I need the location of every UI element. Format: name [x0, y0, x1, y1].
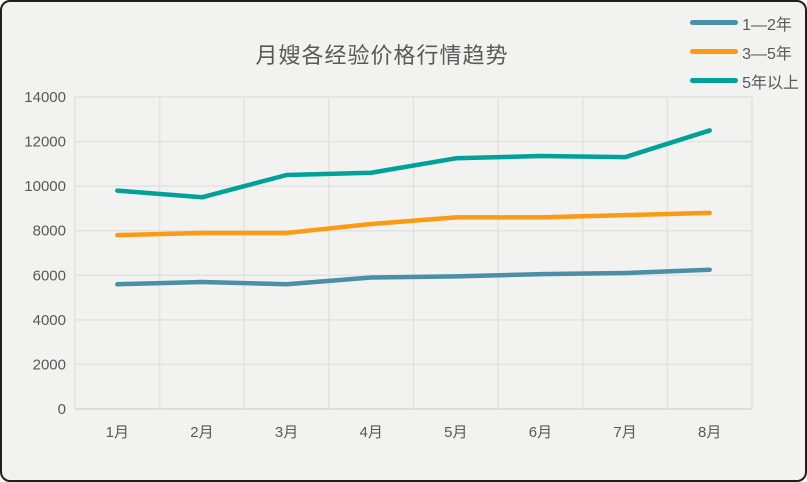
y-axis-tick-label: 2000	[33, 356, 66, 373]
series-line-3—5年	[115, 210, 712, 238]
x-axis-tick-label: 3月	[275, 424, 298, 441]
x-axis-tick-label: 8月	[698, 424, 721, 441]
y-axis-tick-label: 8000	[33, 223, 66, 240]
legend-line-swatch	[690, 49, 739, 54]
x-axis-tick-label: 2月	[190, 424, 213, 441]
series-line-1—2年	[115, 267, 712, 287]
x-axis-tick-label: 7月	[613, 424, 636, 441]
y-axis-tick-label: 12000	[24, 134, 66, 151]
legend-item: 1—2年	[690, 12, 799, 34]
x-axis-tick-label: 5月	[444, 424, 467, 441]
legend-line-swatch	[690, 20, 739, 25]
legend-item: 5年以上	[690, 70, 799, 92]
x-axis-tick-label: 6月	[529, 424, 552, 441]
y-axis-tick-label: 4000	[33, 312, 66, 329]
y-axis-tick-label: 10000	[24, 178, 66, 195]
legend-label: 5年以上	[742, 74, 799, 92]
legend-item: 3—5年	[690, 41, 799, 63]
x-axis-tick-label: 4月	[360, 424, 383, 441]
series-line-5年以上	[115, 128, 712, 200]
x-axis-tick-label: 1月	[106, 424, 129, 441]
chart-title: 月嫂各经验价格行情趋势	[255, 43, 509, 68]
legend-label: 1—2年	[742, 16, 792, 34]
legend-line-swatch	[690, 78, 739, 83]
y-axis-tick-label: 0	[58, 401, 66, 418]
legend-label: 3—5年	[742, 45, 792, 63]
legend: 1—2年 3—5年 5年以上	[690, 12, 799, 92]
y-axis-tick-label: 6000	[33, 267, 66, 284]
y-axis-tick-label: 14000	[24, 89, 66, 106]
